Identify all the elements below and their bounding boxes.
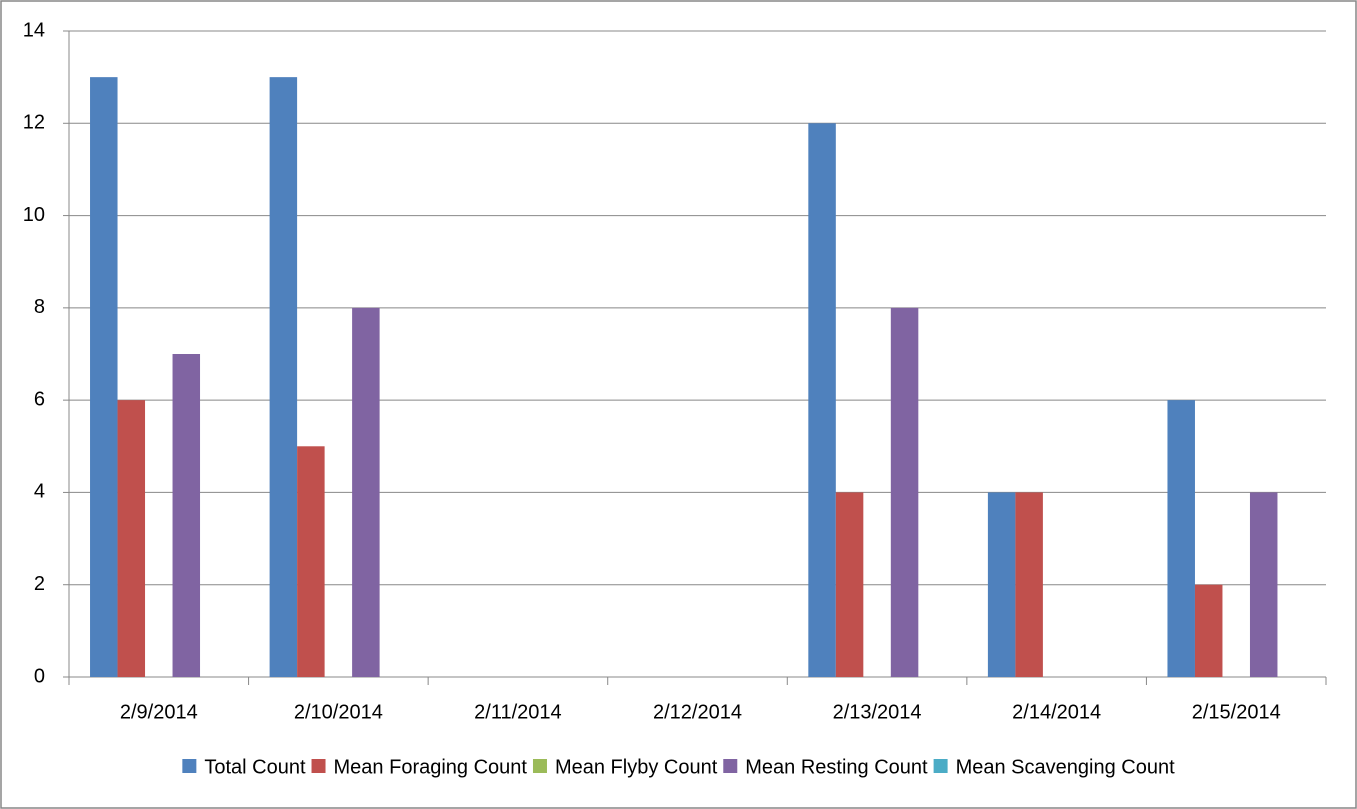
- y-tick-label: 10: [23, 204, 45, 226]
- y-tick-label: 14: [23, 19, 45, 41]
- bar: [172, 354, 201, 677]
- bar: [987, 492, 1016, 677]
- legend-label: Total Count: [204, 756, 306, 778]
- legend-label: Mean Flyby Count: [555, 756, 718, 778]
- legend-label: Mean Scavenging Count: [956, 756, 1175, 778]
- y-tick-label: 8: [34, 296, 45, 318]
- bar: [90, 77, 118, 677]
- legend-label: Mean Resting Count: [745, 756, 928, 778]
- x-tick-label: 2/15/2014: [1192, 701, 1281, 723]
- bar: [352, 307, 380, 677]
- bar: [1194, 584, 1223, 677]
- bar: [1249, 492, 1278, 677]
- y-tick-label: 2: [34, 573, 45, 595]
- bar: [1015, 492, 1043, 677]
- x-tick-label: 2/10/2014: [294, 701, 383, 723]
- bar: [269, 77, 298, 677]
- y-tick-label: 12: [23, 112, 45, 134]
- bar: [117, 400, 146, 677]
- legend-swatch: [532, 759, 547, 773]
- bar: [808, 123, 836, 678]
- x-tick-label: 2/11/2014: [474, 701, 562, 723]
- bar: [1167, 400, 1195, 677]
- x-tick-label: 2/13/2014: [833, 701, 922, 723]
- x-tick-label: 2/14/2014: [1012, 701, 1101, 723]
- legend-swatch: [311, 759, 326, 773]
- x-tick-label: 2/9/2014: [120, 701, 198, 723]
- y-tick-label: 0: [34, 665, 45, 687]
- bar: [890, 307, 919, 677]
- x-tick-label: 2/12/2014: [653, 701, 742, 723]
- y-tick-label: 4: [34, 481, 45, 503]
- legend-swatch: [182, 759, 197, 773]
- bar: [297, 446, 325, 677]
- legend-label: Mean Foraging Count: [334, 756, 528, 778]
- legend-swatch: [933, 759, 948, 773]
- y-tick-label: 6: [34, 388, 45, 410]
- bar: [835, 492, 864, 677]
- legend-swatch: [723, 759, 738, 773]
